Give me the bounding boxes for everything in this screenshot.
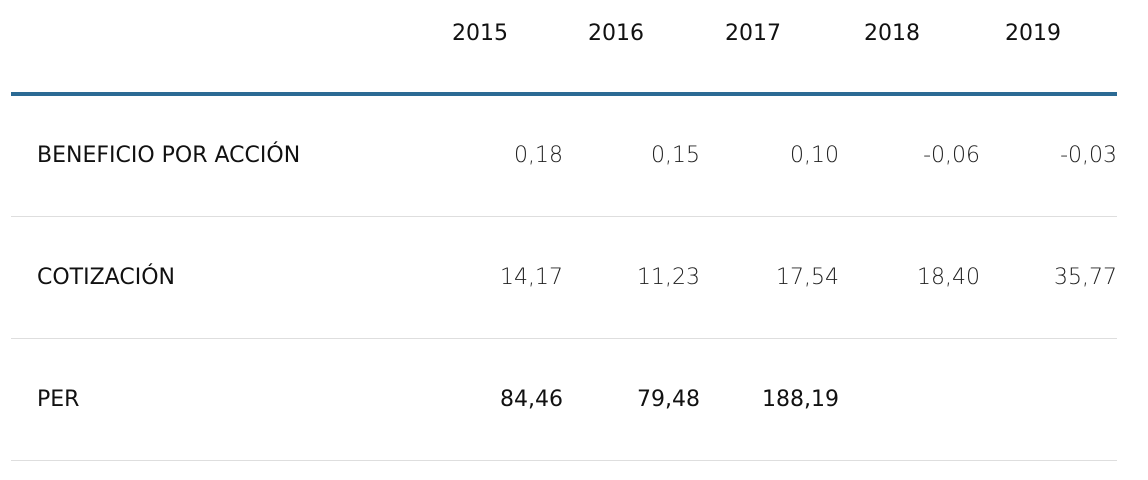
row-label: BENEFICIO POR ACCIÓN xyxy=(11,94,427,217)
financial-table: 2015 2016 2017 2018 2019 BENEFICIO POR A… xyxy=(11,0,1117,461)
value-cell: 18,40 xyxy=(839,216,980,339)
year-header: 2015 xyxy=(427,0,563,96)
table-row: BENEFICIO POR ACCIÓN 0,18 0,15 0,10 -0,06 -0,… xyxy=(11,94,1117,217)
value-cell: 35,77 xyxy=(980,216,1117,339)
value-cell: 79,48 xyxy=(563,338,700,461)
table-row: COTIZACIÓN 14,17 11,23 17,54 18,40 35,77 xyxy=(11,216,1117,339)
empty-cell xyxy=(980,338,1117,461)
row-label: COTIZACIÓN xyxy=(11,216,427,339)
year-header: 2017 xyxy=(700,0,839,96)
table-row: PER 84,46 79,48 188,19 xyxy=(11,338,1117,461)
row-label: PER xyxy=(11,338,427,461)
value-cell: -0,03 xyxy=(980,94,1117,217)
year-header: 2019 xyxy=(980,0,1117,96)
value-cell: 17,54 xyxy=(700,216,839,339)
value-cell: 0,10 xyxy=(700,94,839,217)
value-cell: 0,15 xyxy=(563,94,700,217)
header-row: 2015 2016 2017 2018 2019 xyxy=(11,0,1117,96)
table-body: BENEFICIO POR ACCIÓN 0,18 0,15 0,10 -0,06 -0,… xyxy=(11,94,1117,461)
year-header: 2016 xyxy=(563,0,700,96)
value-cell: 0,18 xyxy=(427,94,563,217)
value-cell: 11,23 xyxy=(563,216,700,339)
year-header: 2018 xyxy=(839,0,980,96)
value-cell: 14,17 xyxy=(427,216,563,339)
value-cell: 188,19 xyxy=(700,338,839,461)
value-cell: -0,06 xyxy=(839,94,980,217)
empty-cell xyxy=(839,338,980,461)
value-cell: 84,46 xyxy=(427,338,563,461)
header-empty xyxy=(11,0,427,96)
table-header: 2015 2016 2017 2018 2019 xyxy=(11,0,1117,96)
